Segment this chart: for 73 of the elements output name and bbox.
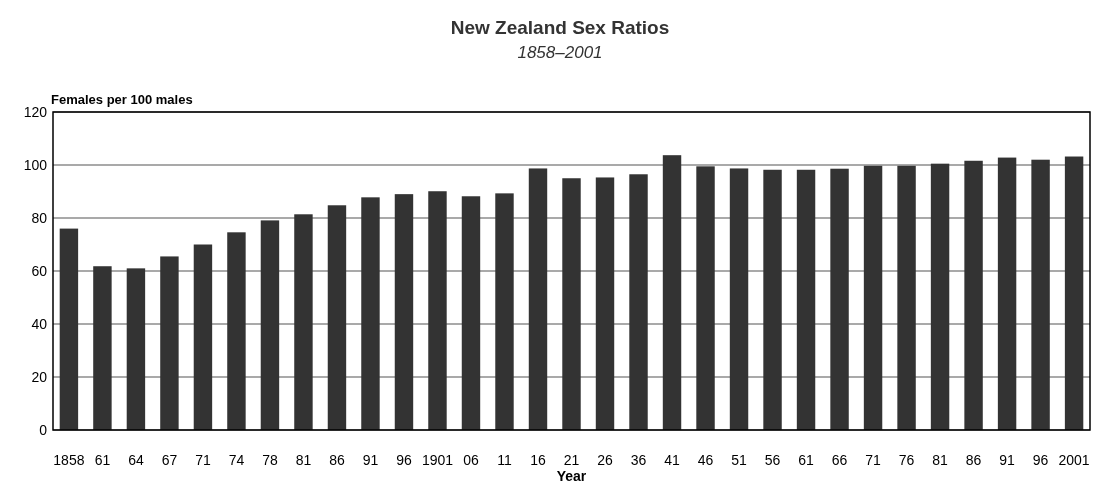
bar <box>863 165 883 430</box>
y-tick-label: 120 <box>23 103 48 120</box>
chart-title: New Zealand Sex Ratios <box>450 17 670 38</box>
bar <box>495 193 514 430</box>
bar <box>897 165 916 430</box>
bar <box>361 197 380 430</box>
y-tick-label: 60 <box>31 262 48 279</box>
bar <box>595 177 615 430</box>
y-tick-label: 20 <box>31 368 48 385</box>
bar <box>528 168 548 430</box>
x-tick-label: 51 <box>731 452 748 468</box>
x-tick-label: 96 <box>396 452 412 468</box>
bar <box>193 244 213 430</box>
bar <box>696 166 715 430</box>
bar <box>796 169 816 430</box>
bar <box>428 191 447 430</box>
y-tick-label: 40 <box>31 315 48 332</box>
bar <box>93 266 112 430</box>
x-tick-label: 41 <box>664 452 681 468</box>
x-tick-label: 26 <box>597 452 613 468</box>
x-tick-label: 16 <box>530 452 546 468</box>
x-tick-label: 36 <box>630 452 647 468</box>
x-tick-label: 66 <box>831 452 848 468</box>
x-tick-label: 76 <box>898 452 915 468</box>
x-tick-label: 91 <box>999 452 1016 468</box>
y-tick-label: 100 <box>23 156 48 173</box>
x-tick-label: 86 <box>965 452 982 468</box>
x-tick-label: 67 <box>161 452 178 468</box>
bar <box>227 232 246 430</box>
bar <box>1031 159 1050 430</box>
bar <box>160 256 179 430</box>
x-tick-label: 74 <box>228 452 245 468</box>
x-tick-label: 96 <box>1032 452 1049 468</box>
x-tick-label: 2001 <box>1058 452 1090 468</box>
bar <box>1064 156 1084 430</box>
bar <box>629 174 648 430</box>
bar <box>729 168 749 430</box>
x-tick-label: 91 <box>362 452 379 468</box>
x-tick-label: 61 <box>94 452 111 468</box>
bar <box>830 168 849 430</box>
bar <box>260 220 280 430</box>
bar <box>964 160 983 430</box>
x-tick-label: 11 <box>497 452 512 468</box>
x-tick-label: 78 <box>262 452 278 468</box>
x-tick-label: 71 <box>865 452 882 468</box>
x-tick-label: 21 <box>563 452 580 468</box>
x-tick-label: 1858 <box>53 452 85 468</box>
bar <box>997 157 1017 430</box>
x-tick-label: 64 <box>128 452 144 468</box>
bar <box>126 268 146 430</box>
bar <box>294 214 313 430</box>
x-tick-label: 06 <box>463 452 479 468</box>
y-axis-title: Females per 100 males <box>51 92 193 107</box>
x-axis-title: Year <box>556 468 587 484</box>
bar <box>763 169 782 430</box>
x-tick-label: 86 <box>329 452 345 468</box>
x-tick-label: 81 <box>295 452 312 468</box>
bar <box>59 228 79 430</box>
x-tick-label: 71 <box>195 452 211 468</box>
x-tick-label: 81 <box>932 452 949 468</box>
y-tick-label: 80 <box>31 209 48 226</box>
bar <box>662 155 682 430</box>
x-tick-label: 61 <box>798 452 815 468</box>
chart-subtitle: 1858–2001 <box>517 43 603 62</box>
bar <box>930 163 950 430</box>
bar <box>461 196 481 430</box>
bar <box>394 194 414 430</box>
y-tick-label: 0 <box>39 421 48 438</box>
x-tick-label: 56 <box>764 452 781 468</box>
x-tick-label: 1901 <box>421 452 454 468</box>
bar <box>327 205 347 430</box>
bar <box>562 178 581 430</box>
x-tick-label: 46 <box>697 452 714 468</box>
